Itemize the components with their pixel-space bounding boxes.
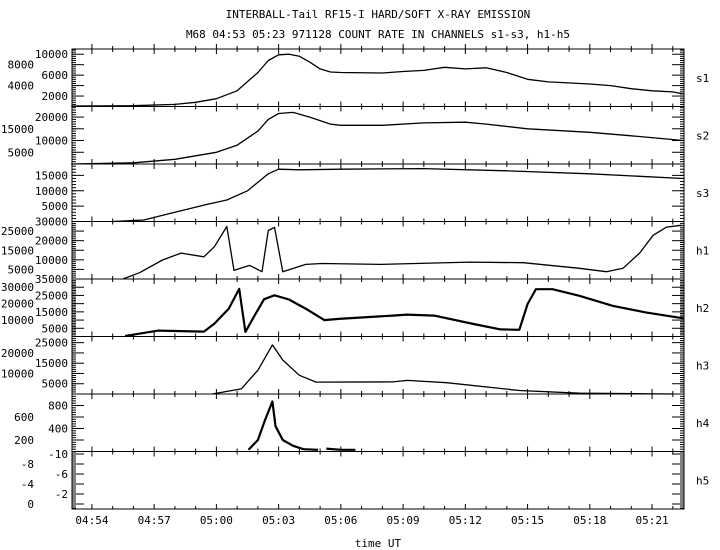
x-tick-label: 05:15: [511, 514, 544, 527]
x-tick-label: 05:21: [635, 514, 668, 527]
y-tick-label: -8: [21, 458, 34, 471]
channel-label-h5: h5: [696, 474, 709, 487]
x-tick-label: 04:57: [138, 514, 171, 527]
y-tick-label: -6: [55, 468, 68, 481]
series-line-s2: [71, 111, 684, 165]
y-tick-label: 15000: [35, 306, 68, 319]
y-tick-label: 15000: [1, 123, 34, 136]
series-line-h1: [122, 224, 682, 280]
channel-label-h3: h3: [696, 359, 709, 372]
chart-title: INTERBALL-Tail RF15-I HARD/SOFT X-RAY EM…: [226, 8, 531, 21]
x-tick-label: 04:54: [75, 514, 108, 527]
y-tick-label: 4000: [8, 80, 35, 93]
y-tick-label: 5000: [42, 322, 69, 335]
series-line-h3: [212, 344, 673, 395]
channel-label-s3: s3: [696, 187, 709, 200]
y-tick-label: 5000: [42, 200, 69, 213]
y-tick-label: 25000: [1, 225, 34, 238]
channel-label-s1: s1: [696, 72, 709, 85]
series-line-h4: [247, 400, 319, 451]
y-tick-label: 20000: [1, 298, 34, 311]
x-tick-label: 05:06: [324, 514, 357, 527]
y-tick-label: 10000: [35, 185, 68, 198]
panel-frame-h2: [71, 278, 685, 337]
y-tick-label: 2000: [42, 90, 69, 103]
y-tick-label: 5000: [42, 378, 69, 391]
y-tick-label: 15000: [35, 357, 68, 370]
y-tick-label: 30000: [35, 216, 68, 229]
y-tick-label: 20000: [35, 111, 68, 124]
x-tick-label: 05:09: [387, 514, 420, 527]
y-tick-label: -10: [48, 448, 68, 461]
y-tick-label: 10000: [1, 367, 34, 380]
y-tick-label: -2: [55, 488, 68, 501]
y-tick-label: 10000: [35, 135, 68, 148]
series-line-s3: [112, 167, 684, 223]
y-tick-label: 800: [48, 400, 68, 413]
y-tick-label: 25000: [35, 289, 68, 302]
y-tick-label: 35000: [35, 273, 68, 286]
y-tick-label: 25000: [35, 337, 68, 350]
channel-label-h1: h1: [696, 244, 709, 257]
y-tick-label: 0: [27, 498, 34, 511]
series-line-h2: [124, 287, 684, 338]
panel-frame-h3: [71, 336, 685, 395]
channel-label-s2: s2: [696, 129, 709, 142]
y-tick-label: 400: [48, 423, 68, 436]
y-tick-label: 6000: [42, 69, 69, 82]
chart-subtitle: M68 04:53 05:23 971128 COUNT RATE IN CHA…: [186, 28, 570, 41]
y-tick-label: 200: [14, 434, 34, 447]
y-tick-label: -4: [21, 478, 35, 491]
x-axis-label: time UT: [355, 537, 402, 550]
y-tick-label: 5000: [8, 263, 35, 276]
panel-frame-h5: [71, 451, 685, 510]
y-tick-label: 20000: [35, 235, 68, 248]
y-tick-label: 20000: [1, 347, 34, 360]
y-tick-label: 5000: [8, 146, 35, 159]
panel-frame-s2: [71, 106, 685, 165]
y-tick-label: 8000: [8, 59, 35, 72]
y-tick-label: 600: [14, 411, 34, 424]
x-tick-label: 05:12: [449, 514, 482, 527]
y-tick-label: 10000: [35, 48, 68, 61]
y-tick-label: 15000: [35, 169, 68, 182]
series-line-s1: [71, 53, 684, 107]
panel-frame-h4: [71, 393, 685, 452]
panel-frame-s1: [71, 48, 685, 107]
channel-label-h2: h2: [696, 302, 709, 315]
y-tick-label: 10000: [35, 254, 68, 267]
channel-label-h4: h4: [696, 417, 710, 430]
x-tick-label: 05:03: [262, 514, 295, 527]
y-tick-label: 30000: [1, 281, 34, 294]
y-tick-label: 15000: [1, 244, 34, 257]
panel-frame-s3: [71, 163, 685, 222]
x-tick-label: 05:18: [573, 514, 606, 527]
x-tick-label: 05:00: [200, 514, 233, 527]
y-tick-label: 10000: [1, 314, 34, 327]
